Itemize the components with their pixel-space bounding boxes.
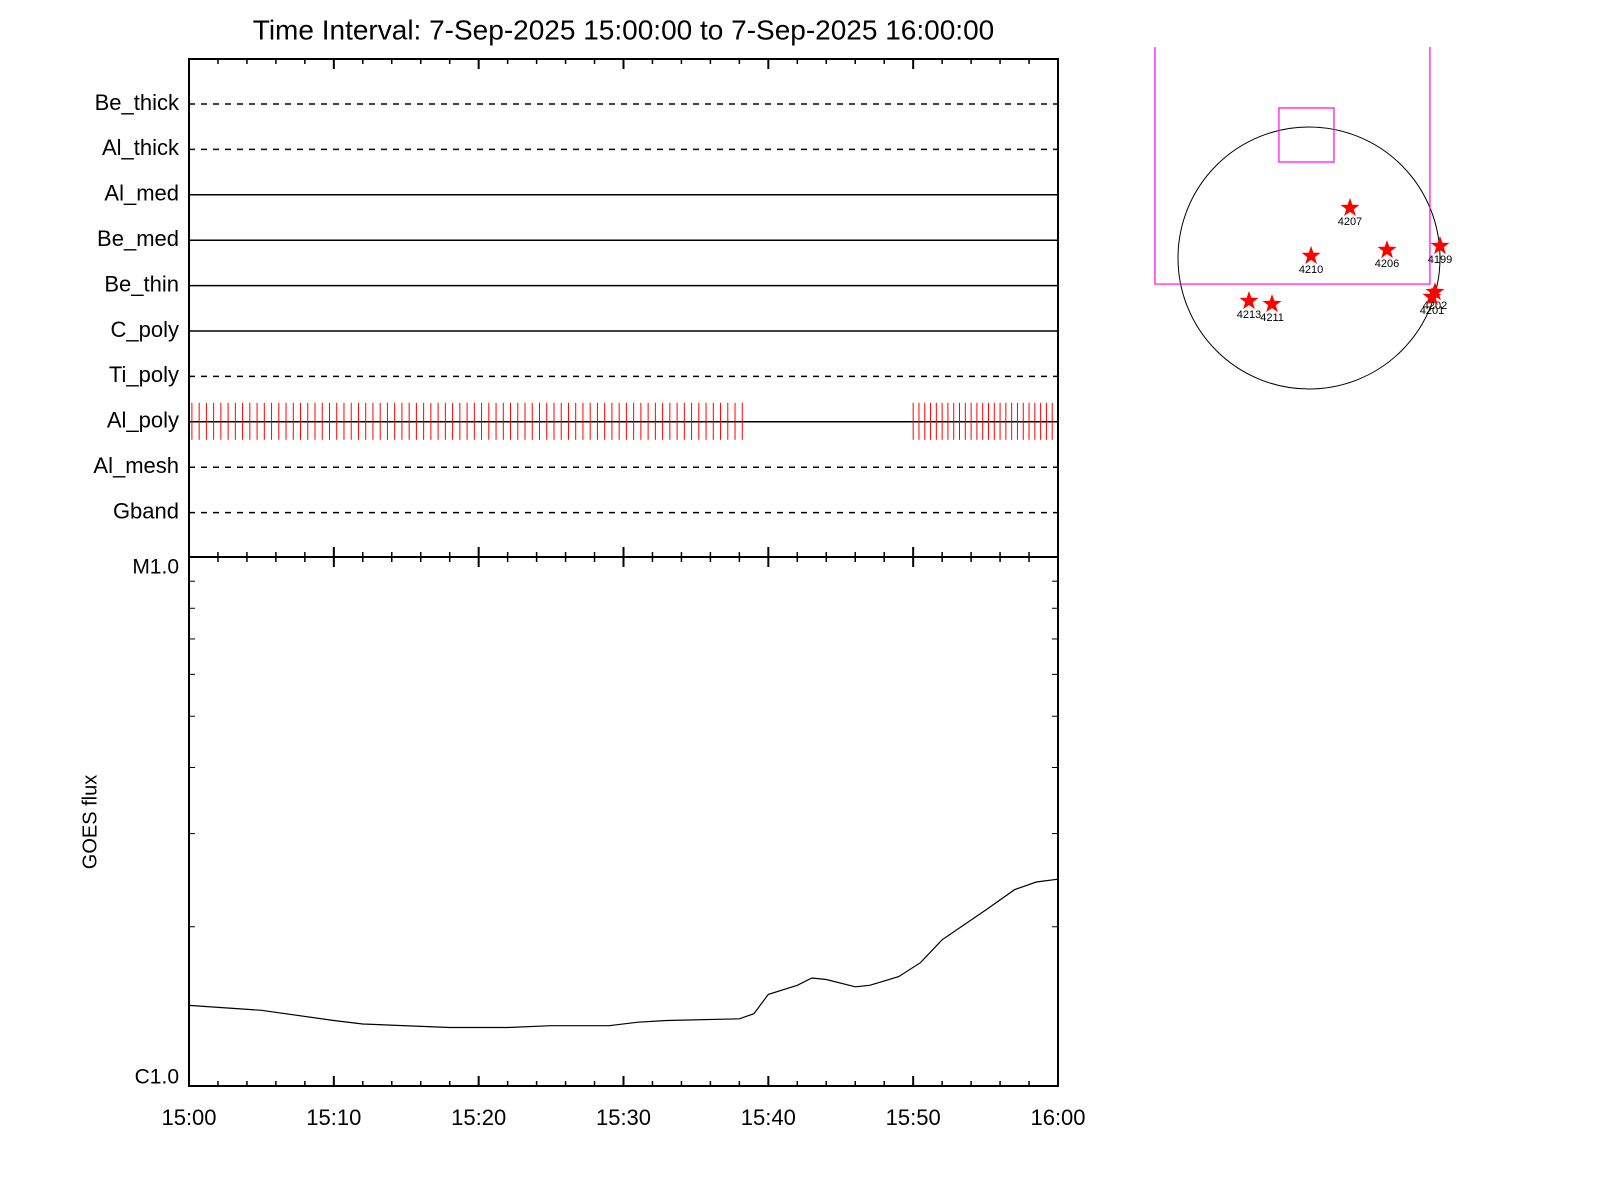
row-label: Gband	[113, 498, 179, 523]
active-region-marker	[1301, 245, 1321, 264]
x-tick-label: 15:20	[451, 1105, 506, 1130]
active-region-label: 4207	[1338, 216, 1362, 228]
goes-flux-line	[188, 878, 1059, 1029]
chart-title: Time Interval: 7-Sep-2025 15:00:00 to 7-…	[253, 14, 994, 45]
row-label: Al_poly	[107, 408, 179, 433]
active-region-label: 4211	[1260, 312, 1284, 324]
fov-box	[1154, 47, 1431, 285]
active-region-label: 4213	[1237, 309, 1261, 321]
active-region-label: 4206	[1375, 258, 1399, 270]
row-label: Ti_poly	[109, 362, 179, 387]
active-region-marker	[1422, 287, 1442, 306]
row-label: Al_mesh	[93, 453, 179, 478]
fov-box	[1278, 107, 1335, 163]
x-tick-label: 15:40	[741, 1105, 796, 1130]
y-tick-label: M1.0	[132, 556, 179, 579]
x-tick-label: 15:30	[596, 1105, 651, 1130]
active-region-marker	[1239, 291, 1259, 310]
y-axis-label: GOES flux	[79, 775, 101, 869]
row-label: C_poly	[111, 317, 179, 342]
active-region-marker	[1340, 197, 1360, 216]
active-region-marker	[1377, 240, 1397, 259]
row-label: Al_thick	[102, 135, 180, 160]
y-tick-label: C1.0	[135, 1066, 179, 1089]
row-label: Be_thin	[104, 271, 179, 296]
active-region-marker	[1425, 282, 1445, 301]
x-tick-label: 15:10	[306, 1105, 361, 1130]
x-tick-label: 15:00	[161, 1105, 216, 1130]
row-label: Be_thick	[95, 90, 180, 115]
panel-frame	[188, 556, 1059, 1087]
active-region-label: 4199	[1428, 254, 1452, 266]
row-label: Be_med	[97, 226, 179, 251]
active-region-marker	[1262, 294, 1282, 313]
x-tick-label: 16:00	[1030, 1105, 1085, 1130]
active-region-label: 4210	[1299, 264, 1323, 276]
active-region-label: 4201	[1420, 305, 1444, 317]
x-tick-label: 15:50	[886, 1105, 941, 1130]
row-label: Al_med	[104, 181, 179, 206]
solar-disk	[1177, 126, 1441, 390]
panel-frame	[188, 58, 1059, 558]
active-region-marker	[1430, 236, 1450, 255]
